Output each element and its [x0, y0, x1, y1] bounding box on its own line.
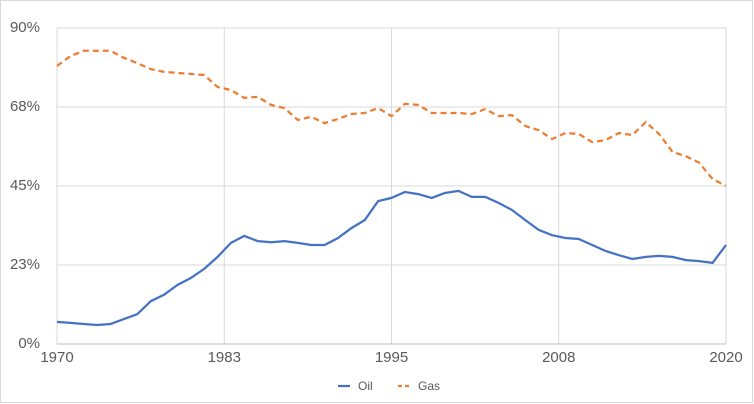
x-tick-label: 1995 — [375, 349, 408, 366]
line-series — [56, 189, 727, 327]
line-series — [56, 49, 727, 187]
x-tick-label: 2008 — [542, 349, 575, 366]
y-tick-label: 45% — [10, 177, 40, 194]
y-tick-label: 68% — [10, 98, 40, 115]
y-tick-label: 23% — [10, 256, 40, 273]
y-tick-label: 90% — [10, 19, 40, 36]
y-tick-label: 0% — [18, 335, 40, 352]
legend-label: Oil — [358, 379, 373, 393]
legend-label: Gas — [418, 379, 440, 393]
x-tick-label: 1983 — [208, 349, 241, 366]
x-tick-label: 1970 — [40, 349, 73, 366]
x-tick-label: 2020 — [709, 349, 742, 366]
